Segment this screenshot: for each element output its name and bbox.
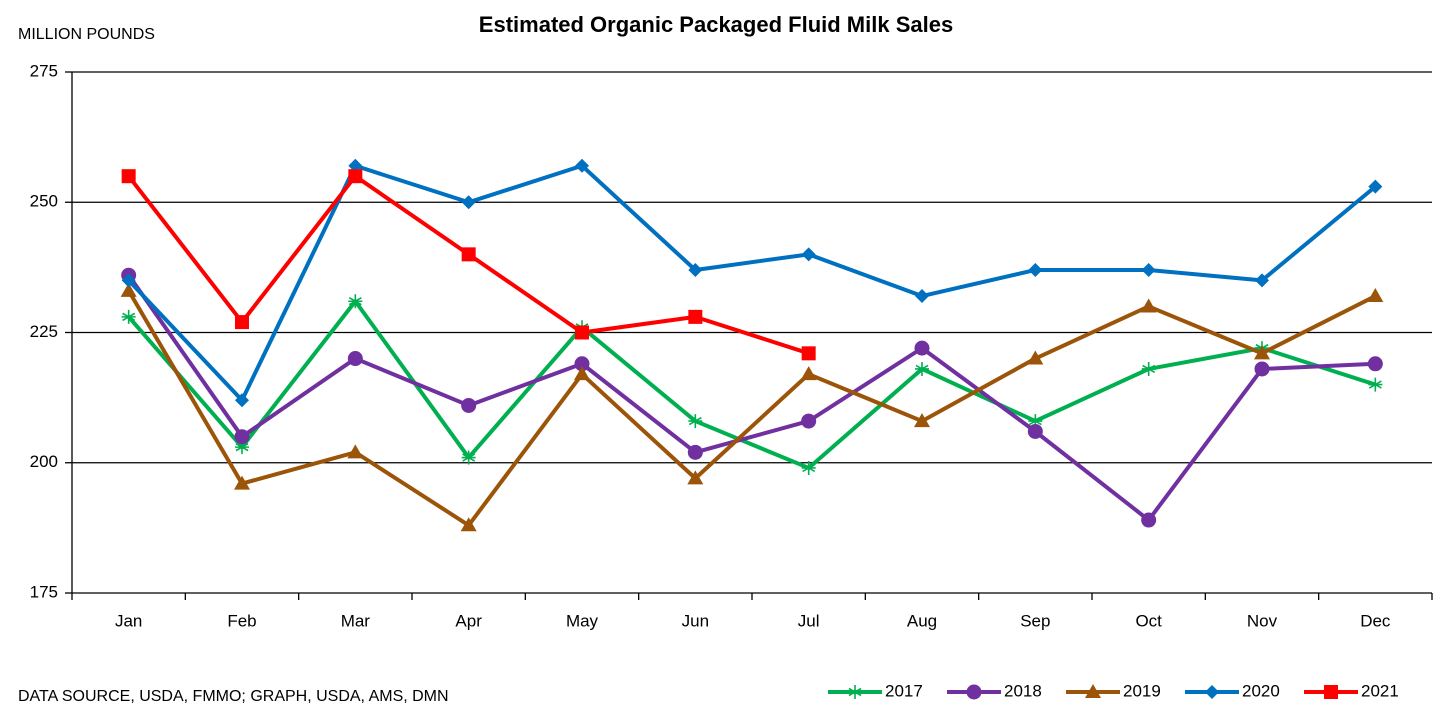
marker [914,340,930,356]
series-line [127,299,1376,470]
x-tick-label: Jun [682,611,709,630]
x-tick-label: Feb [227,611,256,630]
marker [1367,288,1384,303]
marker [914,413,930,428]
marker [460,517,477,532]
marker [120,282,137,297]
legend-label: 2020 [1242,681,1280,700]
marker [461,450,476,465]
x-tick-label: Sep [1020,611,1050,630]
marker [461,397,477,413]
marker [687,470,704,485]
x-tick-label: Dec [1360,611,1391,630]
legend-label: 2017 [885,681,923,700]
marker [801,413,817,429]
marker [461,195,476,210]
marker [1205,685,1219,699]
marker [801,346,816,361]
marker [575,325,589,340]
marker [688,309,703,324]
marker [1028,414,1043,429]
marker [235,315,249,330]
x-tick-label: Apr [455,611,482,630]
marker [235,393,249,408]
series-line [126,289,1377,528]
marker [1141,512,1157,528]
x-tick-label: Jan [115,611,142,630]
marker [801,460,816,475]
y-tick-label: 250 [30,192,58,211]
marker [1141,262,1156,277]
y-axis-label: MILLION POUNDS [18,26,155,43]
marker [1368,179,1383,194]
y-tick-label: 200 [30,452,58,471]
series-line [127,163,1377,403]
marker [234,475,250,490]
x-tick-label: Jul [798,611,820,630]
marker [347,444,364,459]
marker [574,356,590,372]
marker [1368,377,1383,392]
y-tick-label: 175 [30,582,58,601]
marker [461,247,476,262]
y-tick-label: 275 [30,61,58,80]
marker [121,309,136,324]
marker [1255,273,1269,288]
marker [1324,685,1338,699]
marker [121,169,136,184]
source-note: DATA SOURCE, USDA, FMMO; GRAPH, USDA, AM… [18,688,449,705]
legend-label: 2021 [1361,681,1399,700]
marker [688,414,703,429]
legend-label: 2019 [1123,681,1161,700]
x-tick-label: Nov [1247,611,1278,630]
marker [1027,423,1043,439]
marker [688,262,703,277]
marker [1027,350,1044,365]
marker [575,158,589,173]
marker [966,684,982,700]
marker [347,351,363,367]
legend-label: 2018 [1004,681,1042,700]
y-tick-label: 225 [30,322,58,341]
chart-title: Estimated Organic Packaged Fluid Milk Sa… [479,12,953,37]
marker [915,289,929,304]
x-tick-label: Mar [341,611,371,630]
x-tick-label: Aug [907,611,937,630]
marker [848,685,862,699]
marker [348,169,363,184]
marker [1028,262,1043,277]
marker [1085,684,1101,698]
x-tick-label: Oct [1135,611,1162,630]
marker [800,366,817,381]
marker [687,444,703,460]
marker [1140,298,1157,313]
marker [1254,361,1270,377]
marker [915,361,929,376]
series-line [127,274,1376,523]
marker [235,440,249,455]
marker [348,294,363,309]
marker [574,366,590,381]
marker [1254,345,1270,360]
marker [1141,361,1156,376]
marker [801,247,816,262]
marker [234,429,250,445]
marker [1367,356,1383,372]
x-tick-label: May [566,611,599,630]
marker [121,273,136,288]
